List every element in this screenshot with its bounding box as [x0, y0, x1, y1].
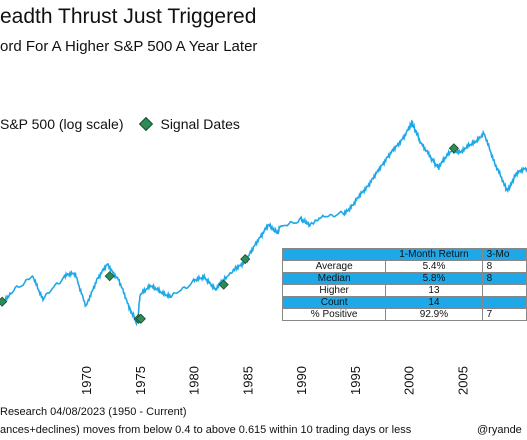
chart-subtitle: ord For A Higher S&P 500 A Year Later — [0, 38, 258, 55]
legend-signals-label: Signal Dates — [160, 116, 240, 132]
legend-signal-marker — [139, 116, 154, 132]
signal-date-marker — [218, 279, 229, 290]
table-cell: % Positive — [281, 308, 387, 321]
table-row: Higher 13 — [281, 284, 527, 297]
x-tick-layer: 1970 1975 1980 1985 1990 1995 2000 2005 — [79, 366, 471, 395]
table-header-cell — [281, 248, 387, 261]
x-tick-label: 2005 — [456, 366, 471, 395]
signal-date-marker — [448, 143, 459, 154]
x-tick-label: 1990 — [294, 366, 309, 395]
table-cell: 8 — [481, 272, 527, 285]
marker-layer — [0, 143, 459, 324]
table-row: Average 5.4% 8 — [281, 260, 527, 273]
legend-sp500-label: S&P 500 (log scale) — [0, 116, 124, 132]
x-tick-label: 1995 — [348, 366, 363, 395]
table-cell: Median — [281, 272, 387, 285]
signal-date-marker — [240, 254, 251, 265]
x-tick-label: 1980 — [187, 366, 202, 395]
table-cell — [481, 284, 527, 297]
signal-date-marker — [104, 271, 115, 282]
signal-date-marker — [135, 313, 146, 324]
x-tick-label: 2000 — [402, 366, 417, 395]
x-tick-label: 1985 — [240, 366, 255, 395]
x-tick-label: 1970 — [79, 366, 94, 395]
table-row: Median 5.8% 8 — [281, 272, 527, 285]
legend: S&P 500 (log scale) Signal Dates — [0, 116, 240, 132]
sp500-line — [0, 119, 527, 327]
table-cell: 5.8% — [385, 272, 483, 285]
table-row: Count 14 — [281, 296, 527, 309]
table-header-cell: 3-Mo — [481, 248, 527, 261]
table-header-row: 1-Month Return 3-Mo — [281, 248, 527, 261]
table-header-cell: 1-Month Return — [385, 248, 483, 261]
footer-source: Research 04/08/2023 (1950 - Current) — [0, 406, 187, 418]
table-cell: Higher — [281, 284, 387, 297]
chart-title: eadth Thrust Just Triggered — [0, 5, 257, 28]
stats-table: 1-Month Return 3-Mo Average 5.4% 8 Media… — [281, 248, 527, 321]
table-cell: Average — [281, 260, 387, 273]
table-cell: 8 — [481, 260, 527, 273]
author-handle: @ryande — [477, 424, 522, 436]
series-layer — [0, 119, 527, 327]
table-cell — [481, 296, 527, 309]
x-tick-label: 1975 — [133, 366, 148, 395]
footer-note: ances+declines) moves from below 0.4 to … — [0, 424, 412, 436]
table-cell: 5.4% — [385, 260, 483, 273]
table-row: % Positive 92.9% 7 — [281, 308, 527, 321]
table-cell: 13 — [385, 284, 483, 297]
table-cell: 14 — [385, 296, 483, 309]
signal-date-marker — [0, 296, 8, 307]
table-cell: 7 — [481, 308, 527, 321]
table-cell: Count — [281, 296, 387, 309]
table-cell: 92.9% — [385, 308, 483, 321]
